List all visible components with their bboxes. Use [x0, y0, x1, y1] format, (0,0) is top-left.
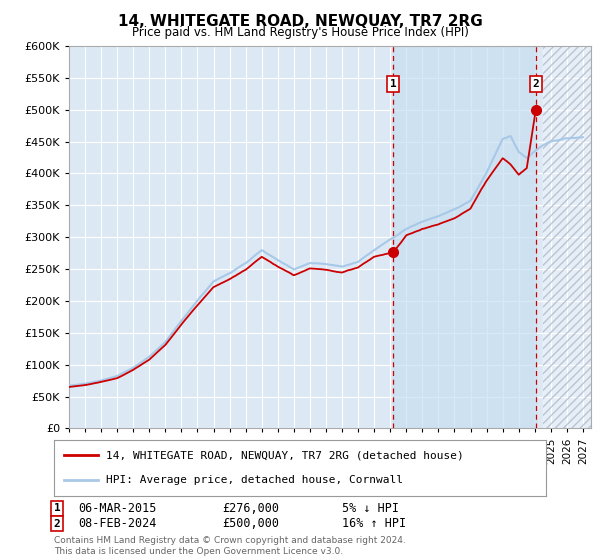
Text: 2: 2	[533, 79, 539, 89]
Bar	[393, 46, 536, 428]
Text: 16% ↑ HPI: 16% ↑ HPI	[342, 517, 406, 530]
Text: 1: 1	[53, 503, 61, 514]
Text: Price paid vs. HM Land Registry's House Price Index (HPI): Price paid vs. HM Land Registry's House …	[131, 26, 469, 39]
Text: HPI: Average price, detached house, Cornwall: HPI: Average price, detached house, Corn…	[106, 475, 403, 485]
Bar	[543, 46, 600, 428]
Text: 14, WHITEGATE ROAD, NEWQUAY, TR7 2RG: 14, WHITEGATE ROAD, NEWQUAY, TR7 2RG	[118, 14, 482, 29]
Text: £276,000: £276,000	[222, 502, 279, 515]
Text: 06-MAR-2015: 06-MAR-2015	[78, 502, 157, 515]
Text: £500,000: £500,000	[222, 517, 279, 530]
Text: 2: 2	[53, 519, 61, 529]
Text: 08-FEB-2024: 08-FEB-2024	[78, 517, 157, 530]
Text: 5% ↓ HPI: 5% ↓ HPI	[342, 502, 399, 515]
Text: 14, WHITEGATE ROAD, NEWQUAY, TR7 2RG (detached house): 14, WHITEGATE ROAD, NEWQUAY, TR7 2RG (de…	[106, 450, 463, 460]
Text: Contains HM Land Registry data © Crown copyright and database right 2024.
This d: Contains HM Land Registry data © Crown c…	[54, 536, 406, 556]
Text: 1: 1	[389, 79, 397, 89]
Bar	[543, 46, 600, 428]
